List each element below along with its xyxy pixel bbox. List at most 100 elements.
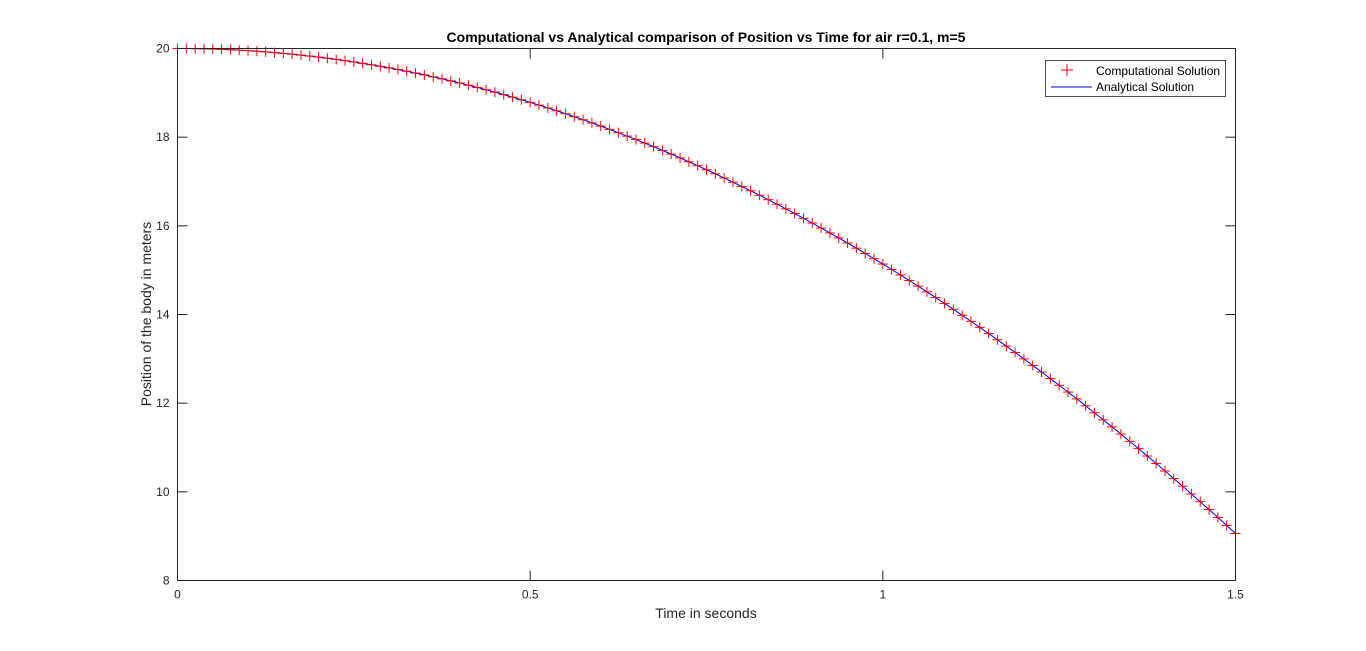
computational-point: [648, 141, 659, 152]
computational-point: [992, 334, 1003, 345]
computational-point: [904, 275, 915, 286]
computational-point: [525, 97, 536, 108]
computational-point: [269, 47, 280, 58]
computational-point: [1010, 347, 1021, 358]
computational-point: [287, 49, 298, 60]
computational-point: [295, 50, 306, 61]
computational-point: [454, 77, 465, 88]
computational-point: [1062, 387, 1073, 398]
computational-point: [780, 203, 791, 214]
computational-point: [957, 310, 968, 321]
computational-point: [251, 46, 262, 57]
computational-point: [542, 102, 553, 113]
chart-title: Computational vs Analytical comparison o…: [447, 29, 966, 45]
computational-point: [304, 51, 315, 62]
series-analytical-solution: [177, 48, 1236, 534]
computational-point: [604, 124, 615, 135]
computational-point: [463, 80, 474, 91]
computational-point: [551, 105, 562, 116]
legend-marker-computational: [1061, 64, 1073, 76]
computational-point: [675, 152, 686, 163]
computational-point: [507, 92, 518, 103]
computational-point: [657, 145, 668, 156]
computational-point: [428, 71, 439, 82]
computational-point: [851, 243, 862, 254]
computational-point: [595, 121, 606, 132]
computational-point: [1221, 520, 1232, 531]
x-tick-label: 1: [879, 588, 886, 602]
computational-point: [622, 131, 633, 142]
computational-point: [419, 69, 430, 80]
analytical-solution-line: [177, 48, 1236, 534]
computational-point: [322, 53, 333, 64]
computational-point: [1159, 465, 1170, 476]
y-axis-label: Position of the body in meters: [138, 222, 154, 406]
computational-point: [789, 208, 800, 219]
x-tick-label: 0.5: [522, 588, 539, 602]
computational-point: [1186, 488, 1197, 499]
computational-point: [516, 94, 527, 105]
computational-point: [366, 59, 377, 70]
computational-point: [886, 264, 897, 275]
computational-point: [1115, 429, 1126, 440]
computational-point: [1124, 436, 1135, 447]
computational-point: [948, 304, 959, 315]
computational-point: [1168, 473, 1179, 484]
computational-point: [666, 149, 677, 160]
computational-point: [489, 87, 500, 98]
legend-label-computational: Computational Solution: [1096, 64, 1220, 78]
computational-point: [763, 194, 774, 205]
computational-point: [392, 64, 403, 75]
computational-point: [340, 55, 351, 66]
computational-point: [207, 44, 218, 55]
computational-point: [1027, 360, 1038, 371]
computational-point: [1036, 366, 1047, 377]
computational-point: [736, 181, 747, 192]
computational-point: [745, 185, 756, 196]
legend: Computational Solution Analytical Soluti…: [1045, 60, 1226, 97]
x-tick-label: 0: [174, 588, 181, 602]
computational-point: [754, 190, 765, 201]
computational-point: [798, 213, 809, 224]
axes-box: [177, 48, 1236, 581]
computational-point: [710, 168, 721, 179]
computational-point: [930, 292, 941, 303]
x-tick-label: 1.5: [1227, 588, 1244, 602]
computational-point: [860, 248, 871, 259]
computational-point: [966, 316, 976, 327]
computational-point: [225, 44, 236, 55]
computational-point: [437, 73, 447, 84]
computational-point: [842, 238, 853, 249]
computational-point: [877, 259, 888, 270]
computational-point: [772, 199, 783, 210]
computational-point: [357, 58, 368, 69]
computational-point: [939, 298, 950, 309]
computational-point: [1133, 443, 1144, 454]
computational-point: [243, 45, 254, 56]
computational-point: [348, 56, 359, 67]
computational-point: [384, 62, 395, 73]
computational-point: [1001, 341, 1012, 352]
computational-point: [313, 52, 324, 63]
computational-point: [1107, 421, 1118, 432]
computational-point: [692, 160, 703, 171]
computational-point: [1089, 407, 1100, 418]
computational-point: [216, 44, 227, 55]
y-tick-label: 12: [156, 396, 170, 410]
computational-point: [410, 68, 421, 79]
computational-point: [921, 286, 932, 297]
legend-label-analytical: Analytical Solution: [1096, 80, 1194, 94]
computational-point: [586, 117, 597, 128]
computational-point: [983, 328, 994, 339]
computational-point: [1142, 451, 1153, 462]
computational-point: [613, 127, 624, 138]
computational-point: [560, 108, 571, 119]
computational-point: [1045, 373, 1056, 384]
computational-point: [1177, 481, 1188, 492]
computational-point: [1195, 496, 1206, 507]
y-tick-label: 16: [156, 219, 170, 233]
tick-labels: 0 0.5 1 1.5 8 10 12 14 16 18 20: [156, 42, 1244, 602]
computational-point: [719, 172, 730, 183]
x-axis-label: Time in seconds: [655, 605, 756, 621]
